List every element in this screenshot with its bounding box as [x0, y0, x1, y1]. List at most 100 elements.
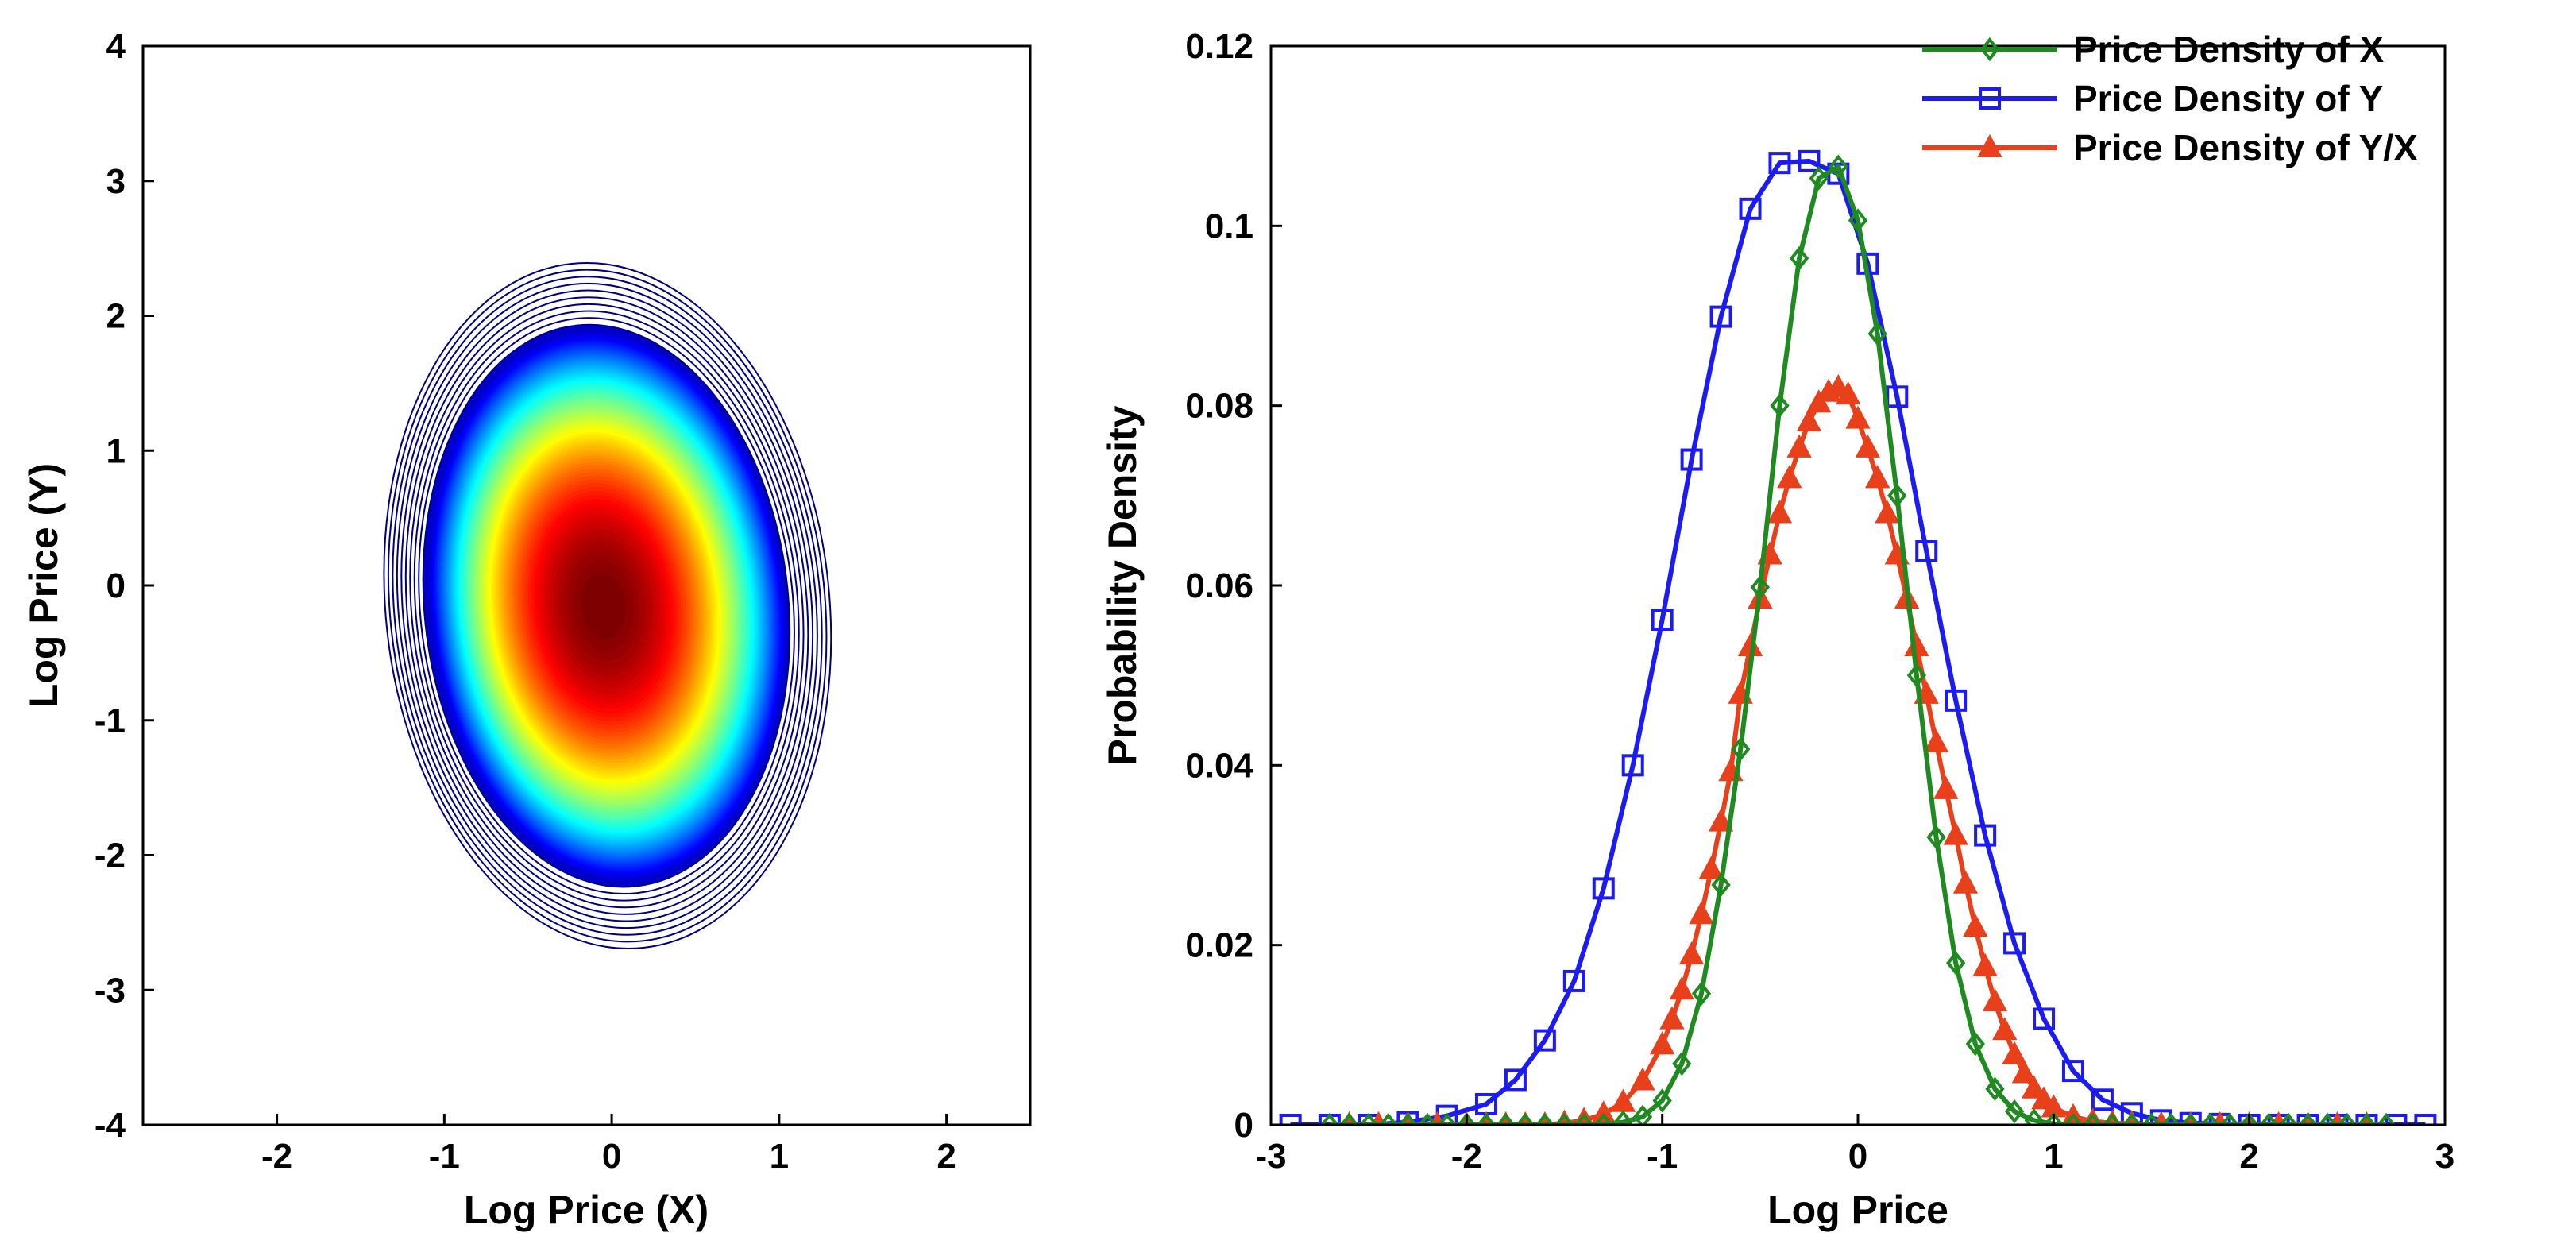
data-point: [2142, 1112, 2161, 1125]
data-point: [2033, 1007, 2056, 1030]
data-point: [1945, 689, 1968, 712]
data-point: [1992, 1017, 2018, 1041]
data-point: [2044, 1111, 2064, 1125]
data-point: [1789, 245, 1809, 271]
contour-outer-ring: [418, 317, 795, 895]
data-point: [1378, 1112, 1398, 1125]
data-point: [2083, 1112, 2103, 1125]
data-point: [1864, 465, 1890, 489]
data-point: [1923, 728, 1949, 753]
legend-entry: Price Density of Y/X: [1922, 127, 2418, 168]
data-point: [1886, 385, 1909, 408]
contour-y-tick-label: 0: [106, 566, 126, 605]
data-point: [1739, 197, 1762, 220]
contour-y-tick-label: 3: [106, 162, 126, 201]
data-point: [1982, 987, 2008, 1011]
contour-outer-ring: [383, 261, 832, 949]
data-point: [1680, 448, 1703, 471]
contour-panel: -2 -1 0 1 2 4 3 2 1 0 -1 -2 -3 -4 Log Price (X) Log P…: [21, 27, 1032, 1232]
data-point: [1965, 1031, 1985, 1057]
data-point: [1943, 821, 1968, 845]
data-point: [2103, 1112, 2122, 1125]
data-point: [1768, 152, 1791, 175]
data-point: [1562, 969, 1585, 992]
data-point: [2122, 1112, 2142, 1125]
data-point: [2180, 1112, 2200, 1125]
density-plot-area: [1271, 46, 2445, 1125]
data-point: [1906, 663, 1927, 688]
data-point: [2357, 1112, 2377, 1125]
legend-label: Price Density of Y/X: [2073, 127, 2418, 168]
data-point: [1711, 872, 1731, 898]
data-point: [1796, 408, 1822, 432]
data-point: [2091, 1088, 2114, 1111]
data-point: [2024, 1108, 2044, 1125]
legend-marker: [1979, 37, 2000, 62]
density-ticks: -3 -2 -1 0 1 2 3 0.12 0.1 0.08 0.06 0.04 0.02 0: [1185, 27, 2454, 1176]
legend: Price Density of X Price Density of Y Pric…: [1922, 29, 2418, 168]
data-point: [2385, 1114, 2408, 1125]
data-point: [2004, 1099, 2025, 1124]
data-point: [1652, 1088, 1672, 1113]
data-point: [1848, 208, 1868, 233]
density-panel: -3 -2 -1 0 1 2 3 0.12 0.1 0.08 0.06 0.04 0.02 0 Log P…: [1100, 27, 2454, 1232]
data-point: [1708, 808, 1734, 832]
data-point: [1457, 1112, 1477, 1125]
data-point: [1592, 877, 1615, 900]
data-point: [1678, 941, 1705, 965]
data-point: [1574, 1112, 1594, 1125]
data-point: [1621, 754, 1644, 777]
density-y-tick-label: 0.02: [1185, 926, 1253, 965]
density-y-axis-label: Probability Density: [1100, 405, 1145, 765]
data-point: [1593, 1112, 1613, 1125]
data-point: [1875, 500, 1900, 524]
data-point: [2161, 1112, 2181, 1125]
contour-x-tick-label: -2: [261, 1137, 292, 1176]
contour-outer-ring: [396, 282, 818, 929]
series-line: [1329, 164, 2387, 1125]
contour-outer-ring: [413, 310, 800, 902]
contour-x-tick-label: 0: [602, 1137, 621, 1176]
data-point: [1915, 539, 1938, 562]
data-point: [1398, 1112, 1418, 1125]
data-point: [1855, 434, 1880, 458]
data-point: [2298, 1112, 2318, 1125]
data-point: [2011, 1060, 2037, 1084]
contour-outer-ring: [404, 296, 809, 915]
contour-x-tick-label: 1: [770, 1137, 789, 1176]
data-point: [2002, 1041, 2027, 1064]
data-point: [1535, 1112, 1555, 1125]
contour-ticks: -2 -1 0 1 2 4 3 2 1 0 -1 -2 -3 -4: [95, 27, 956, 1176]
data-point: [2278, 1112, 2299, 1125]
data-point: [1809, 166, 1829, 191]
density-x-tick-label: 0: [1848, 1137, 1867, 1176]
data-point: [1974, 824, 1997, 847]
data-point: [1867, 321, 1887, 346]
density-y-tick-label: 0.1: [1205, 207, 1253, 245]
data-point: [2337, 1112, 2357, 1125]
data-point: [1339, 1112, 1359, 1125]
data-point: [1554, 1112, 1574, 1125]
data-point: [1933, 775, 1959, 799]
data-point: [1672, 1051, 1692, 1076]
data-point: [1417, 1112, 1438, 1125]
density-series-layer: [1279, 149, 2437, 1125]
density-x-tick-label: -1: [1647, 1137, 1678, 1176]
contour-level: [581, 572, 626, 640]
data-point: [1516, 1112, 1535, 1125]
legend-label: Price Density of X: [2073, 29, 2384, 70]
data-point: [2149, 1109, 2172, 1125]
data-point: [2259, 1112, 2279, 1125]
data-point: [1786, 434, 1812, 458]
density-y-tick-label: 0: [1234, 1106, 1253, 1145]
data-point: [1770, 393, 1790, 418]
data-point: [1504, 1068, 1527, 1092]
data-point: [1798, 149, 1821, 172]
data-point: [1279, 1114, 1302, 1125]
data-point: [1946, 951, 1966, 976]
data-point: [2219, 1112, 2240, 1125]
data-point: [2022, 1075, 2047, 1099]
density-x-tick-label: 1: [2044, 1137, 2063, 1176]
data-point: [2318, 1112, 2338, 1125]
